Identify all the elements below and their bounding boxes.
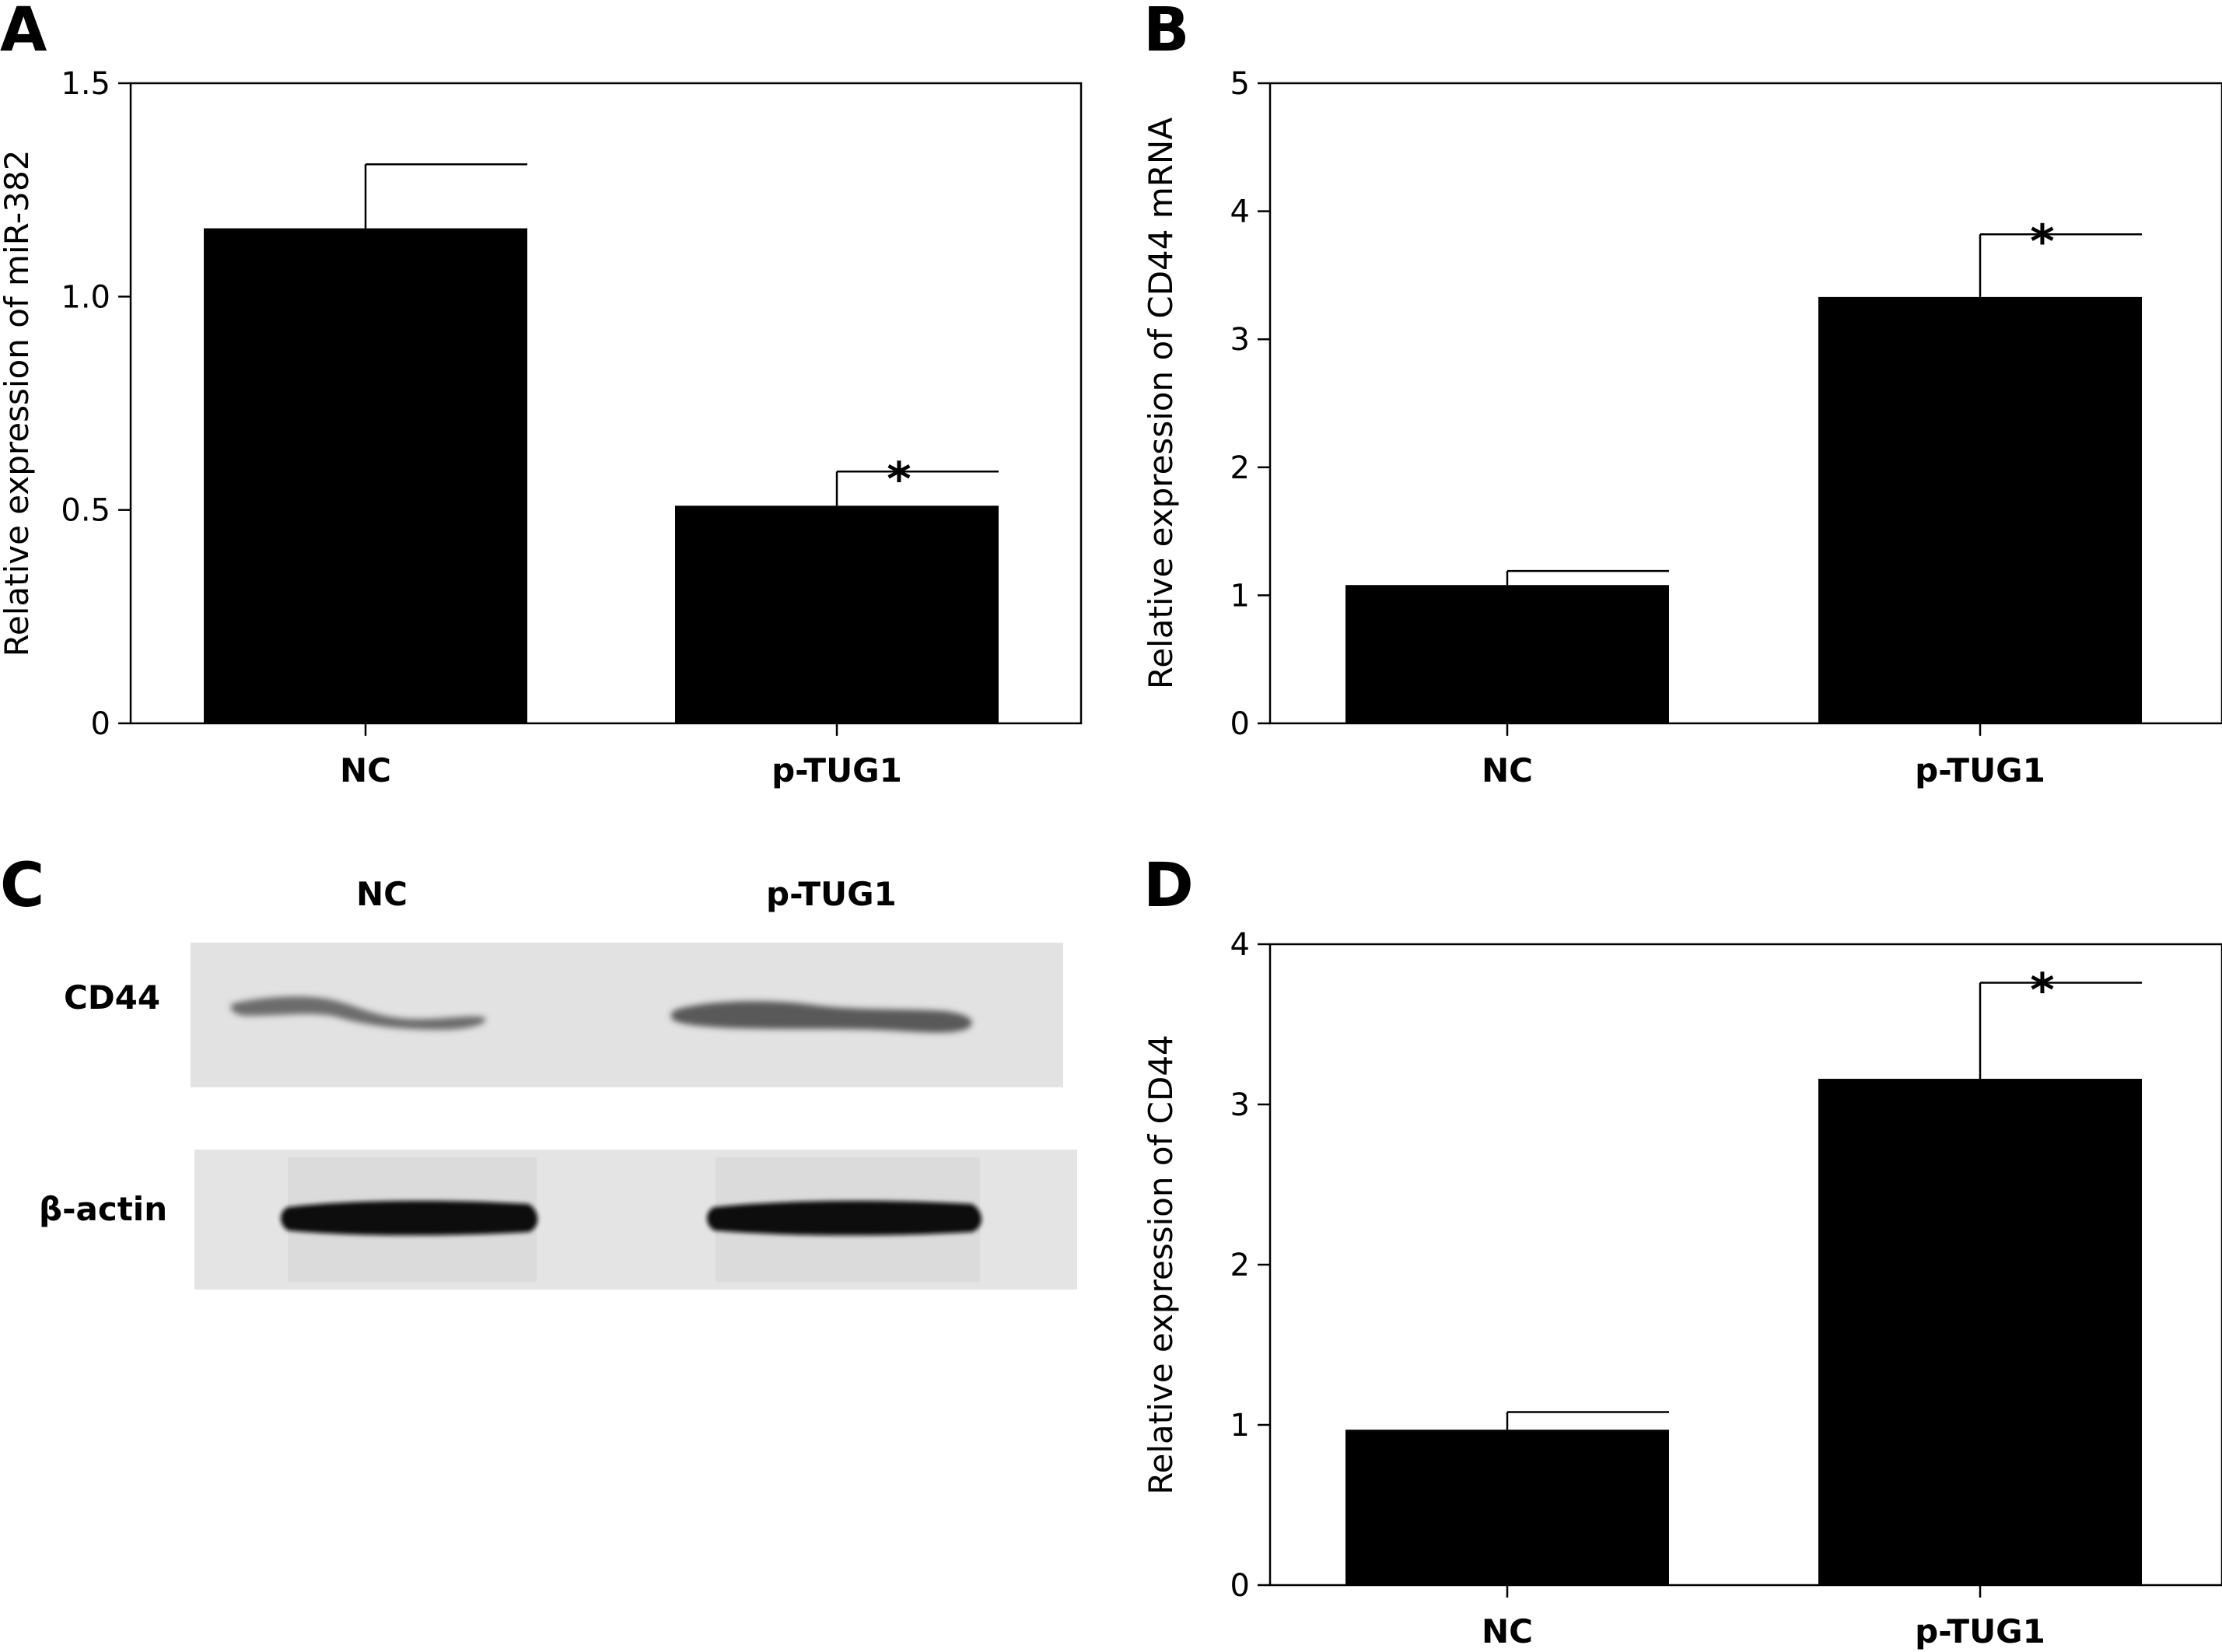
panel-a-plot-frame: [129, 82, 1083, 725]
blot-row-label-beta-actin: β-actin: [39, 1190, 168, 1228]
panel-a-category-label: NC: [340, 751, 391, 789]
cd44-blot-image: [191, 943, 1063, 1087]
panel-b-ytick-label: 5: [1230, 66, 1250, 102]
blot-row-label-cd44: CD44: [64, 978, 161, 1017]
panel-a-bar: [204, 228, 527, 724]
panel-d-letter: D: [1143, 851, 1194, 921]
panel-b-significance-star: *: [2030, 215, 2054, 269]
beta-actin-blot-image: [194, 1150, 1077, 1290]
panel-a-ytick-label: 0.5: [61, 493, 110, 529]
panel-a-ytick-label: 0: [91, 706, 110, 742]
panel-b-ytick-label: 3: [1230, 322, 1250, 358]
cd44-band-nc: [230, 996, 486, 1030]
blot-column-label-ptug1: p-TUG1: [766, 875, 897, 913]
panel-d-bar: [1818, 1079, 2142, 1585]
panel-b-bar: [1818, 296, 2142, 724]
panel-a-ytick-label: 1.5: [61, 66, 110, 102]
panel-c-letter: C: [0, 851, 45, 921]
panel-b-ytick-label: 2: [1230, 450, 1250, 486]
cd44-band-ptug1: [670, 1001, 972, 1033]
panel-b-ytick-label: 4: [1230, 194, 1250, 230]
panel-a-bar: [675, 506, 999, 723]
panel-a-category-label: p-TUG1: [772, 751, 902, 789]
panel-b-ytick-label: 0: [1230, 706, 1250, 742]
blot-column-label-nc: NC: [356, 875, 408, 913]
beta-actin-band-nc: [281, 1200, 538, 1236]
panel-a-y-axis-label: Relative expression of miR-382: [0, 150, 36, 657]
panel-d-bar: [1345, 1430, 1669, 1585]
panel-b-ytick-label: 1: [1230, 578, 1250, 614]
panel-d-ytick-label: 1: [1230, 1408, 1250, 1444]
panel-d-category-label: NC: [1482, 1612, 1533, 1650]
panel-d-ytick-label: 3: [1230, 1087, 1250, 1123]
panel-a-ytick-label: 1.0: [61, 279, 110, 315]
panel-d-category-label: p-TUG1: [1915, 1612, 2045, 1650]
panel-d-ytick-label: 0: [1230, 1568, 1250, 1604]
panel-b-letter: B: [1143, 0, 1190, 65]
panel-b-bar: [1345, 585, 1669, 723]
panel-a-significance-star: *: [887, 452, 911, 506]
cd44-blot-strip: [191, 943, 1063, 1087]
panel-b-category-label: NC: [1482, 751, 1533, 789]
panel-d-ytick-label: 2: [1230, 1248, 1250, 1283]
panel-a-letter: A: [0, 0, 47, 65]
beta-actin-band-ptug1: [707, 1200, 982, 1236]
panel-d-significance-star: *: [2030, 963, 2054, 1017]
beta-actin-blot-strip: [194, 1150, 1077, 1290]
panel-d-ytick-label: 4: [1230, 927, 1250, 963]
panel-d-y-axis-label: Relative expression of CD44: [1142, 1034, 1180, 1495]
panel-b-y-axis-label: Relative expression of CD44 mRNA: [1142, 117, 1180, 689]
panel-b-plot-frame: [1268, 82, 2222, 725]
panel-b-category-label: p-TUG1: [1915, 751, 2045, 789]
